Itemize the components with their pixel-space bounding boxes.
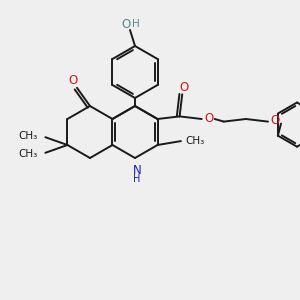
Text: N: N xyxy=(133,164,141,176)
Text: CH₃: CH₃ xyxy=(19,149,38,159)
Text: CH₃: CH₃ xyxy=(185,136,205,146)
Text: H: H xyxy=(132,19,140,29)
Text: CH₃: CH₃ xyxy=(19,131,38,141)
Text: O: O xyxy=(122,17,130,31)
Text: O: O xyxy=(204,112,213,124)
Text: H: H xyxy=(133,174,141,184)
Text: O: O xyxy=(180,81,189,94)
Text: O: O xyxy=(68,74,78,87)
Text: O: O xyxy=(270,114,280,127)
